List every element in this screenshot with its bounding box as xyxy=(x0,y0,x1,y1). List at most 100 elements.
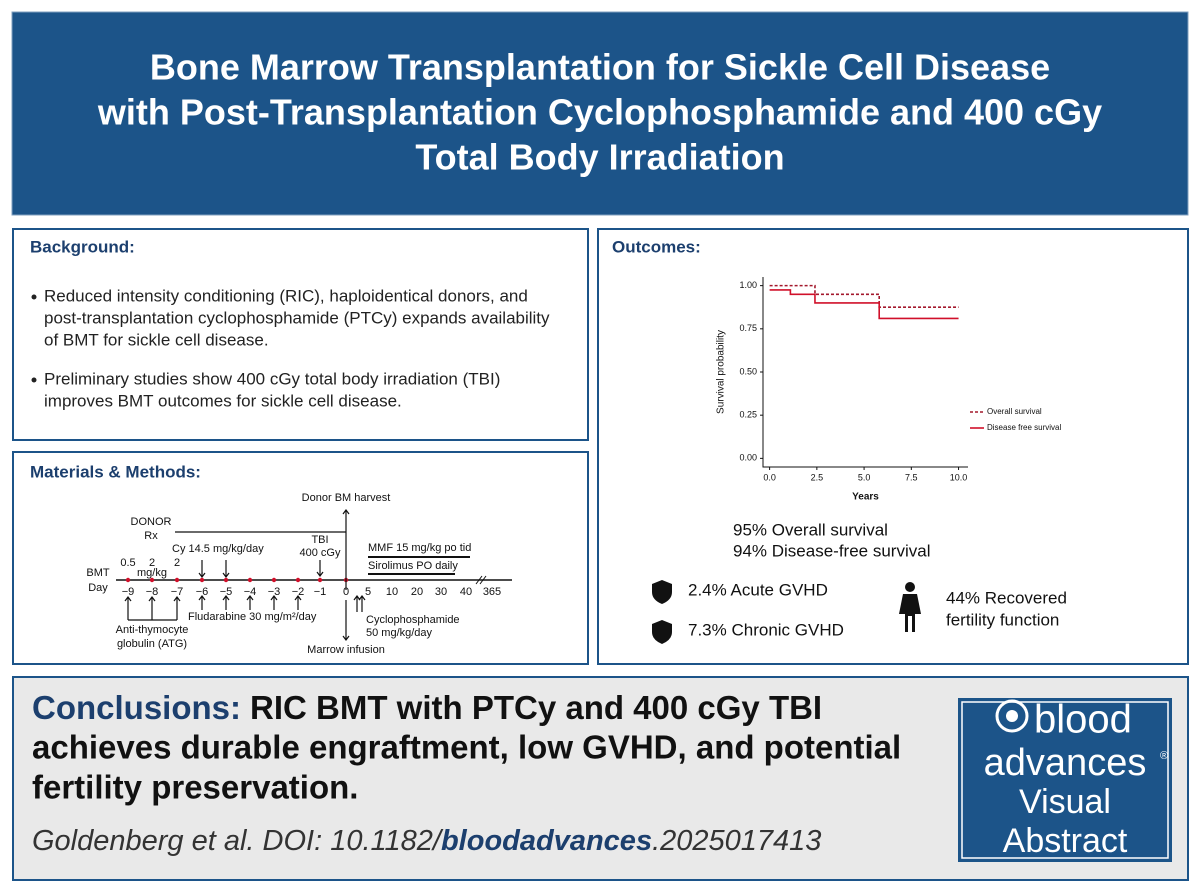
arrow-head xyxy=(148,596,156,602)
fertility-stat: fertility function xyxy=(946,610,1059,629)
bullet xyxy=(31,377,37,383)
axis xyxy=(762,277,968,468)
logo-emblem xyxy=(995,699,1029,733)
logo-text: Visual xyxy=(1019,783,1111,821)
diagram-label: 50 mg/kg/day xyxy=(366,627,433,639)
title-line: Total Body Irradiation xyxy=(415,137,784,178)
day-label: −7 xyxy=(171,586,184,598)
shield-icon xyxy=(652,580,672,604)
methods-box xyxy=(12,451,589,665)
bullet-text: of BMT for sickle cell disease. xyxy=(44,330,269,349)
x-tick-label: 2.5 xyxy=(811,472,824,482)
bullet-text: Preliminary studies show 400 cGy total b… xyxy=(44,369,500,388)
logo-text: Abstract xyxy=(1003,822,1128,860)
day-dot xyxy=(271,577,277,583)
y-tick-label: 0.75 xyxy=(739,323,757,333)
day-label: −3 xyxy=(268,586,281,598)
arrow-head xyxy=(342,635,350,641)
arrow-head xyxy=(358,595,366,601)
y-tick-label: 0.25 xyxy=(739,410,757,420)
day-label: 20 xyxy=(411,586,423,598)
diagram-label: 400 cGy xyxy=(300,547,341,559)
day-dot xyxy=(223,577,229,583)
survival-curve xyxy=(769,284,959,309)
section-heading: Outcomes: xyxy=(612,237,701,256)
arrow-head xyxy=(173,596,181,602)
title-line: Bone Marrow Transplantation for Sickle C… xyxy=(150,47,1050,88)
day-label: −1 xyxy=(314,586,327,598)
title-line: with Post-Transplantation Cyclophosphami… xyxy=(97,92,1102,133)
diagram-label: BMT xyxy=(86,567,110,579)
conclusion-line: fertility preservation. xyxy=(32,769,358,806)
person-icon xyxy=(899,582,921,632)
day-dot xyxy=(149,577,155,583)
diagram-label: Day xyxy=(88,582,108,594)
arrow-head xyxy=(353,595,361,601)
x-tick-label: 7.5 xyxy=(905,472,918,482)
y-tick-label: 1.00 xyxy=(739,280,757,290)
arrow-head xyxy=(294,595,302,601)
gvhd-stat: 2.4% Acute GVHD xyxy=(688,580,828,599)
citation-part: bloodadvances xyxy=(441,825,652,857)
arrow-head xyxy=(316,571,324,577)
day-label: 40 xyxy=(460,586,472,598)
day-label: 30 xyxy=(435,586,447,598)
diagram-label: Rx xyxy=(144,530,158,542)
conclusion-label: Conclusions: xyxy=(32,689,241,726)
day-label: 365 xyxy=(483,586,501,598)
day-label: −9 xyxy=(122,586,135,598)
day-label: 10 xyxy=(386,586,398,598)
diagram-label: mg/kg xyxy=(137,567,167,579)
section-heading: Background: xyxy=(30,237,135,256)
arrow-head xyxy=(124,596,132,602)
x-tick-label: 10.0 xyxy=(950,472,968,482)
diagram-label: Cy 14.5 mg/kg/day xyxy=(172,543,264,555)
bullet xyxy=(31,294,37,300)
day-label: 5 xyxy=(365,586,371,598)
x-axis-label: Years xyxy=(852,492,879,503)
diagram-label: TBI xyxy=(311,534,328,546)
x-tick-label: 0.0 xyxy=(763,472,776,482)
diagram-label: Cyclophosphamide xyxy=(366,614,460,626)
timeline-break xyxy=(475,575,487,585)
y-tick-label: 0.50 xyxy=(739,366,757,376)
day-label: −6 xyxy=(196,586,209,598)
gvhd-stat: 7.3% Chronic GVHD xyxy=(688,620,844,639)
arrow-head xyxy=(198,572,206,578)
diagram-label: Donor BM harvest xyxy=(302,492,391,504)
section-heading: Materials & Methods: xyxy=(30,462,201,481)
conclusion-line: Conclusions: RIC BMT with PTCy and 400 cG… xyxy=(32,689,822,726)
day-dot xyxy=(247,577,253,583)
citation-part: .2025017413 xyxy=(652,825,821,857)
survival-curve xyxy=(769,289,959,320)
header-box xyxy=(11,11,1189,216)
bullet-text: post-transplantation cyclophosphamide (P… xyxy=(44,308,550,327)
diagram-label: Fludarabine 30 mg/m²/day xyxy=(188,611,317,623)
survival-stat: 94% Disease-free survival xyxy=(733,541,930,560)
diagram-label: Marrow infusion xyxy=(307,644,385,656)
logo-text: advances xyxy=(984,742,1147,784)
arrow-head xyxy=(222,595,230,601)
x-tick-label: 5.0 xyxy=(858,472,871,482)
logo-mark: ® xyxy=(1160,750,1168,762)
day-label: 0 xyxy=(343,586,349,598)
shield-icon xyxy=(652,620,672,644)
legend-label: Disease free survival xyxy=(987,423,1061,432)
diagram-label: 2 xyxy=(149,557,155,569)
diagram-label: 2 xyxy=(174,557,180,569)
diagram-label: Anti-thymocyte xyxy=(116,624,189,636)
y-axis-label: Survival probability xyxy=(716,330,727,414)
conclusion-text: RIC BMT with PTCy and 400 cGy TBI xyxy=(250,689,822,726)
citation: Goldenberg et al. DOI: 10.1182/bloodadva… xyxy=(32,825,821,857)
legend-label: Overall survival xyxy=(987,407,1042,416)
logo-box xyxy=(958,698,1172,862)
diagram-label: MMF 15 mg/kg po tid xyxy=(368,542,471,554)
diagram-label: Sirolimus PO daily xyxy=(368,560,458,572)
day-label: −5 xyxy=(220,586,233,598)
day-dot xyxy=(295,577,301,583)
day-label: −8 xyxy=(146,586,159,598)
citation-part: Goldenberg et al. DOI: 10.1182/ xyxy=(32,825,444,857)
bullet-text: Reduced intensity conditioning (RIC), ha… xyxy=(44,286,528,305)
day-dot xyxy=(317,577,323,583)
bullet-text: improves BMT outcomes for sickle cell di… xyxy=(44,391,402,410)
